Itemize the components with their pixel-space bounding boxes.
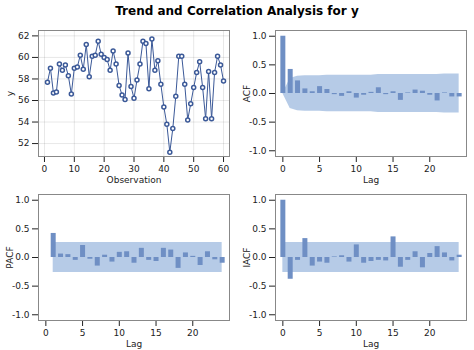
svg-text:-0.5: -0.5 bbox=[249, 281, 267, 291]
svg-text:1.0: 1.0 bbox=[252, 195, 267, 205]
svg-text:0.0: 0.0 bbox=[15, 252, 30, 262]
svg-text:60: 60 bbox=[218, 164, 230, 174]
svg-text:62: 62 bbox=[18, 31, 29, 41]
svg-text:0.5: 0.5 bbox=[252, 224, 266, 234]
svg-text:50: 50 bbox=[188, 164, 200, 174]
svg-text:10: 10 bbox=[114, 328, 126, 338]
svg-text:52: 52 bbox=[18, 138, 29, 148]
svg-text:15: 15 bbox=[150, 328, 161, 338]
svg-text:IACF: IACF bbox=[242, 247, 252, 267]
svg-text:0.0: 0.0 bbox=[252, 88, 267, 98]
svg-text:Lag: Lag bbox=[126, 339, 142, 349]
svg-text:20: 20 bbox=[187, 328, 199, 338]
html-text:Trend and Correlation Analysis: Trend and Correlation Analysis for y bbox=[115, 4, 359, 18]
svg-text:y: y bbox=[5, 90, 15, 96]
svg-text:30: 30 bbox=[128, 164, 140, 174]
svg-text:Lag: Lag bbox=[363, 339, 379, 349]
svg-text:60: 60 bbox=[18, 52, 30, 62]
svg-text:0.5: 0.5 bbox=[252, 60, 266, 70]
svg-text:-1.0: -1.0 bbox=[12, 310, 30, 320]
svg-text:20: 20 bbox=[424, 328, 436, 338]
svg-text:54: 54 bbox=[18, 117, 30, 127]
svg-text:56: 56 bbox=[18, 95, 30, 105]
svg-text:0: 0 bbox=[43, 328, 49, 338]
svg-text:58: 58 bbox=[18, 74, 30, 84]
svg-text:0: 0 bbox=[280, 328, 286, 338]
svg-text:10: 10 bbox=[351, 328, 363, 338]
svg-text:Observation: Observation bbox=[107, 175, 162, 185]
svg-text:5: 5 bbox=[317, 328, 323, 338]
svg-text:-0.5: -0.5 bbox=[249, 117, 267, 127]
svg-text:20: 20 bbox=[424, 164, 436, 174]
svg-text:40: 40 bbox=[158, 164, 170, 174]
svg-text:-1.0: -1.0 bbox=[249, 146, 267, 156]
svg-text:15: 15 bbox=[387, 164, 398, 174]
svg-text:10: 10 bbox=[69, 164, 81, 174]
svg-text:20: 20 bbox=[98, 164, 110, 174]
svg-text:5: 5 bbox=[317, 164, 323, 174]
svg-text:Lag: Lag bbox=[363, 175, 379, 185]
svg-text:-1.0: -1.0 bbox=[249, 310, 267, 320]
svg-text:15: 15 bbox=[387, 328, 398, 338]
svg-text:-0.5: -0.5 bbox=[12, 281, 30, 291]
svg-text:0: 0 bbox=[280, 164, 286, 174]
svg-text:ACF: ACF bbox=[242, 85, 252, 102]
svg-text:0.5: 0.5 bbox=[15, 224, 29, 234]
svg-text:5: 5 bbox=[80, 328, 86, 338]
svg-text:0.0: 0.0 bbox=[252, 252, 267, 262]
svg-text:1.0: 1.0 bbox=[15, 195, 30, 205]
svg-text:0: 0 bbox=[42, 164, 48, 174]
svg-text:PACF: PACF bbox=[5, 246, 15, 268]
svg-text:1.0: 1.0 bbox=[252, 31, 267, 41]
svg-text:10: 10 bbox=[351, 164, 363, 174]
